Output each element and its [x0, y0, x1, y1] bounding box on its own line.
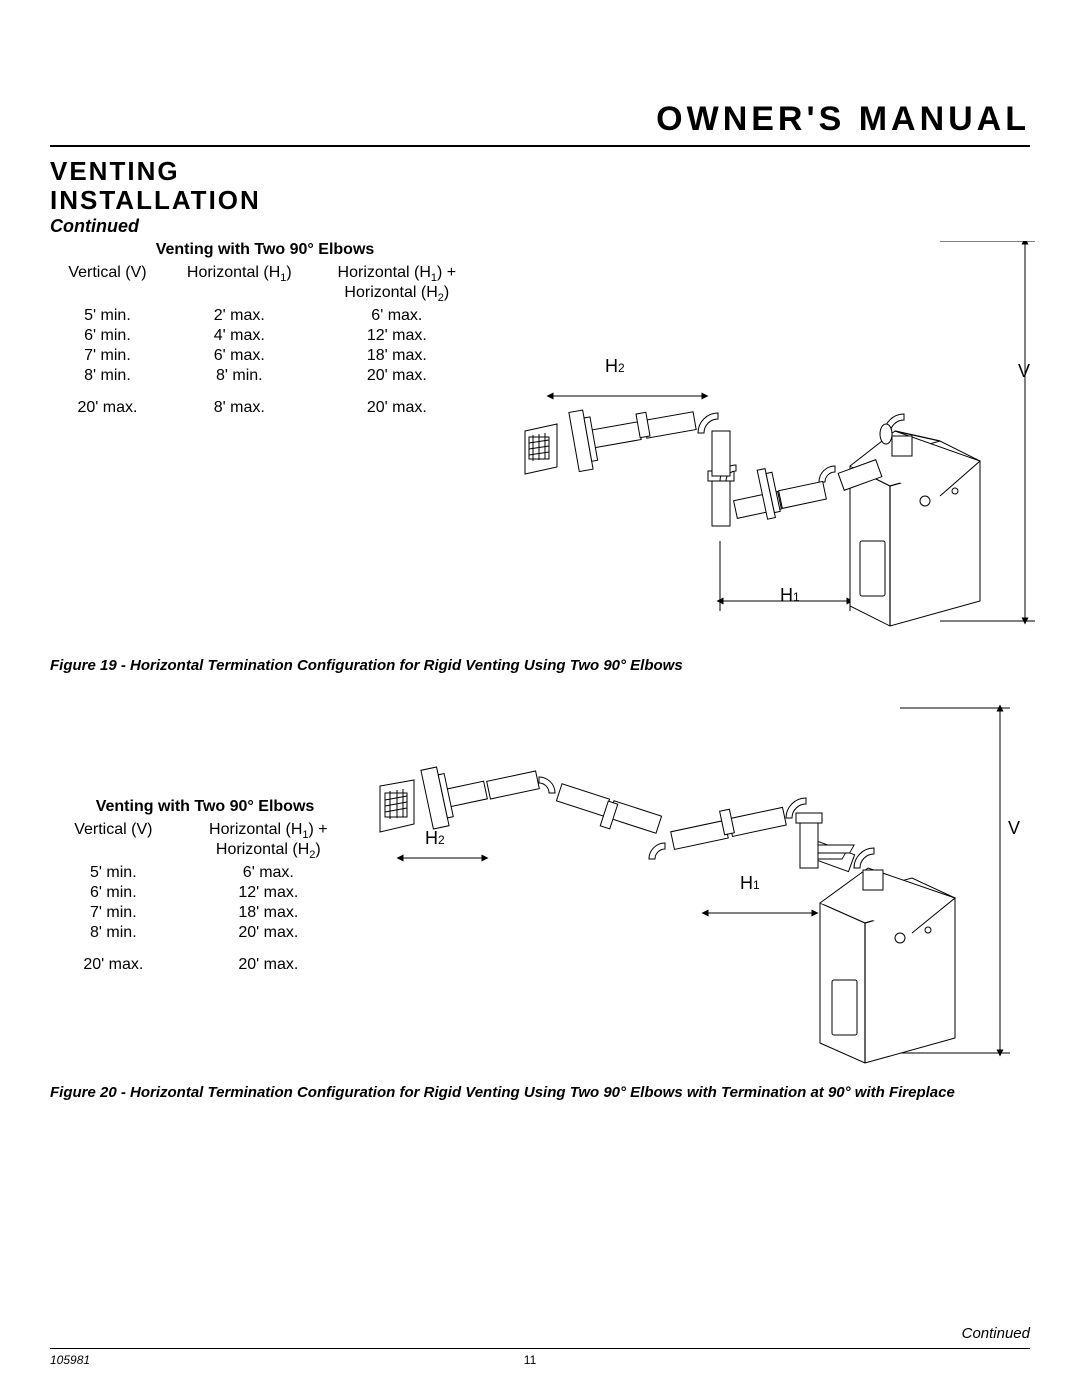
t2-r3-s: 20' max. — [177, 923, 360, 943]
table1-title: Venting with Two 90° Elbows — [50, 241, 480, 259]
dim-h1-label: H1 — [780, 585, 800, 606]
t1-r1-s: 12' max. — [314, 326, 480, 346]
t2-h-a: Horizontal (H — [209, 821, 302, 838]
dim2-h1-h: H — [740, 873, 753, 893]
dim2-h2-h: H — [425, 828, 438, 848]
dim-h1-h: H — [780, 585, 793, 605]
t1-r1-h1: 4' max. — [165, 326, 314, 346]
t1-r3-s: 20' max. — [314, 366, 480, 386]
table1-row: 5' min.2' max.6' max. — [50, 306, 480, 326]
dim-h1-s: 1 — [793, 590, 800, 604]
table2-title: Venting with Two 90° Elbows — [50, 798, 360, 816]
t1-rl-v: 20' max. — [50, 398, 165, 418]
t1-r3-v: 8' min. — [50, 366, 165, 386]
dim2-h2-s: 2 — [438, 833, 445, 847]
t2-r0-s: 6' max. — [177, 863, 360, 883]
t1-r0-h1: 2' max. — [165, 306, 314, 326]
figure20-caption: Figure 20 - Horizontal Termination Confi… — [50, 1084, 1030, 1101]
section-title-line1: VENTING — [50, 156, 180, 186]
t2-r1-s: 12' max. — [177, 883, 360, 903]
t1-r0-s: 6' max. — [314, 306, 480, 326]
figure19-caption: Figure 19 - Horizontal Termination Confi… — [50, 657, 1030, 674]
table1-h-h1: Horizontal (H1) — [165, 263, 314, 305]
table1-row: 8' min.8' min.20' max. — [50, 366, 480, 386]
table1-h-vertical: Vertical (V) — [50, 263, 165, 305]
t1-r0-v: 5' min. — [50, 306, 165, 326]
table2-h-sum: Horizontal (H1) + Horizontal (H2) — [177, 820, 360, 862]
figure19-row: Venting with Two 90° Elbows Vertical (V)… — [50, 241, 1030, 641]
dim2-h1-label: H1 — [740, 873, 760, 894]
table2-row: 7' min.18' max. — [50, 903, 360, 923]
footer-docid: 105981 — [50, 1353, 90, 1367]
dim-h2-h: H — [605, 356, 618, 376]
t1-h3-b: ) + — [437, 264, 456, 281]
table2-row: 6' min.12' max. — [50, 883, 360, 903]
rule-bottom — [50, 1348, 1030, 1349]
dim-v-label: V — [1018, 361, 1030, 382]
t1-r1-v: 6' min. — [50, 326, 165, 346]
dim-h2-label: H2 — [605, 356, 625, 377]
footer-spacer — [970, 1353, 1030, 1367]
table2: Vertical (V) Horizontal (H1) + Horizonta… — [50, 820, 360, 974]
table1-row-last: 20' max.8' max.20' max. — [50, 398, 480, 418]
figure19-svg — [480, 241, 1040, 641]
table1-row: 6' min.4' max.12' max. — [50, 326, 480, 346]
t1-h3-c: Horizontal (H — [344, 284, 437, 301]
t1-h1-a: Horizontal (H — [187, 264, 280, 281]
dim2-h1-s: 1 — [753, 878, 760, 892]
t2-h-b: ) + — [309, 821, 328, 838]
t2-r0-v: 5' min. — [50, 863, 177, 883]
table2-header-row: Vertical (V) Horizontal (H1) + Horizonta… — [50, 820, 360, 862]
table1-block: Venting with Two 90° Elbows Vertical (V)… — [50, 241, 480, 641]
t1-r2-v: 7' min. — [50, 346, 165, 366]
table2-h-vertical: Vertical (V) — [50, 820, 177, 862]
footer-continued: Continued — [50, 1325, 1030, 1342]
t1-r2-h1: 6' max. — [165, 346, 314, 366]
table2-row-last: 20' max.20' max. — [50, 955, 360, 975]
t1-h3-a: Horizontal (H — [338, 264, 431, 281]
page-footer: Continued 105981 11 — [50, 1325, 1030, 1367]
dim-h2-s: 2 — [618, 361, 625, 375]
figure20-diagram: V H1 H2 — [360, 698, 1030, 1068]
t1-h3-d: ) — [444, 284, 449, 301]
t2-r2-s: 18' max. — [177, 903, 360, 923]
figure20-row: Venting with Two 90° Elbows Vertical (V)… — [50, 698, 1030, 1068]
table1-gap — [50, 386, 480, 398]
section-continued: Continued — [50, 216, 1030, 237]
table2-row: 5' min.6' max. — [50, 863, 360, 883]
table1-h-sum: Horizontal (H1) + Horizontal (H2) — [314, 263, 480, 305]
dim2-v-label: V — [1008, 818, 1020, 839]
t1-rl-h1: 8' max. — [165, 398, 314, 418]
t2-rl-s: 20' max. — [177, 955, 360, 975]
t1-r3-h1: 8' min. — [165, 366, 314, 386]
t2-r1-v: 6' min. — [50, 883, 177, 903]
page: OWNER'S MANUAL VENTING INSTALLATION Cont… — [0, 0, 1080, 1397]
table2-row: 8' min.20' max. — [50, 923, 360, 943]
t2-r2-v: 7' min. — [50, 903, 177, 923]
t2-h-c: Horizontal (H — [216, 841, 309, 858]
table1: Vertical (V) Horizontal (H1) Horizontal … — [50, 263, 480, 417]
t1-h1-b: ) — [286, 264, 291, 281]
figure20-svg — [360, 698, 1020, 1068]
t1-rl-s: 20' max. — [314, 398, 480, 418]
dim2-h2-label: H2 — [425, 828, 445, 849]
section-title: VENTING INSTALLATION — [50, 157, 1030, 214]
table2-block: Venting with Two 90° Elbows Vertical (V)… — [50, 798, 360, 974]
section-title-line2: INSTALLATION — [50, 185, 261, 215]
t1-r2-s: 18' max. — [314, 346, 480, 366]
table2-gap — [50, 943, 360, 955]
table1-row: 7' min.6' max.18' max. — [50, 346, 480, 366]
rule-top — [50, 145, 1030, 147]
footer-page: 11 — [524, 1353, 536, 1367]
header-title: OWNER'S MANUAL — [50, 100, 1030, 139]
figure19-diagram: V H1 H2 — [480, 241, 1040, 641]
t2-r3-v: 8' min. — [50, 923, 177, 943]
t2-rl-v: 20' max. — [50, 955, 177, 975]
table1-header-row: Vertical (V) Horizontal (H1) Horizontal … — [50, 263, 480, 305]
t2-h-d: ) — [315, 841, 320, 858]
